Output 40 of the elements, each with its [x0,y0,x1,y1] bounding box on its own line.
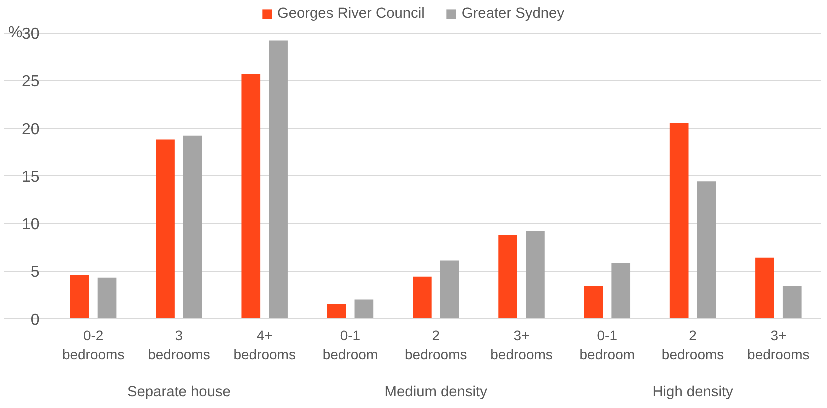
x-tick-label: 3 bedrooms [148,327,210,363]
bar [440,260,460,319]
y-tick-label: 0 [30,312,40,329]
x-tick-label: 2 bedrooms [404,327,468,363]
x-tick-label: 3+ bedrooms [490,327,553,363]
bar [413,276,432,319]
x-tick-label: 3+ bedrooms [748,327,810,363]
bar [498,234,518,319]
text: Medium density [384,384,488,400]
text: High density [652,384,734,400]
y-axis-title: % [8,24,23,42]
y-tick-label: 25 [22,74,40,91]
bar [70,274,90,319]
bar [670,124,689,319]
bar [612,264,631,319]
bar [782,286,802,319]
bar [584,286,604,319]
y-tick-label: 10 [22,216,40,234]
y-tick-label: 20 [22,121,40,138]
text: Separate house [127,384,231,400]
x-tick-label: 0-1 bedroom [322,327,378,363]
legend-label: Georges River Council [277,6,425,22]
bar [98,278,117,319]
bar [269,40,288,319]
legend-label: Greater Sydney [462,6,565,22]
bar [756,258,774,319]
bar [156,140,175,319]
bar [354,300,374,319]
x-tick-label: 0-1 bedroom [580,327,636,363]
bar [242,74,261,319]
y-tick-label: 15 [22,168,40,186]
bar [183,136,202,319]
bar [526,231,545,319]
x-tick-label: 0-2 bedrooms [62,327,125,363]
y-tick-label: 5 [30,264,40,282]
x-tick-label: 4+ bedrooms [234,327,296,363]
bar [327,304,346,319]
y-tick-label: 30 [22,26,40,44]
bar [697,182,716,319]
x-tick-label: 2 bedrooms [662,327,724,363]
